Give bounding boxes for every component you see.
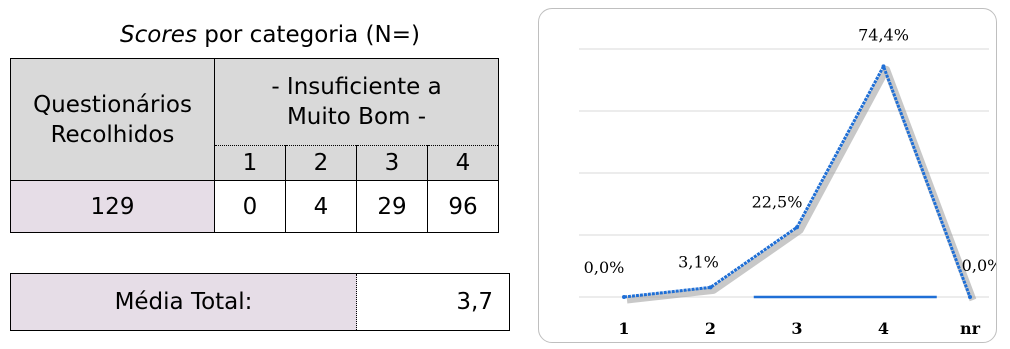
data-label-3: 22,5% <box>752 192 803 211</box>
x-tick-label-1: 1 <box>618 319 629 338</box>
col-header-3: 3 <box>356 145 428 181</box>
count-cell-1: 0 <box>214 180 286 233</box>
caption-italic: Scores <box>120 22 197 48</box>
line-chart: 0,0% 3,1% 22,5% 74,4% 0,0% 1 2 3 4 nr <box>579 25 996 338</box>
count-cell-3: 29 <box>356 180 428 233</box>
media-total-label: Média Total: <box>11 274 357 330</box>
data-point-2 <box>708 285 713 290</box>
media-total-box: Média Total: 3,7 <box>10 273 510 331</box>
scores-table: Questionários Recolhidos - Insuficiente … <box>10 58 499 233</box>
data-label-2: 3,1% <box>678 252 719 271</box>
data-point-4 <box>881 64 886 69</box>
x-tick-label-nr: nr <box>960 319 981 338</box>
data-label-4: 74,4% <box>858 25 909 44</box>
data-point-3 <box>795 225 799 230</box>
row-header-label: Questionários Recolhidos <box>33 91 192 148</box>
group-header-cell: - Insuficiente a Muito Bom - <box>214 58 499 146</box>
caption-rest: por categoria (N=) <box>196 22 420 48</box>
col-header-4: 4 <box>427 145 499 181</box>
group-header-line2: Muito Bom - <box>286 104 427 130</box>
col-header-1: 1 <box>214 145 286 181</box>
x-tick-label-3: 3 <box>791 319 802 338</box>
series-line-shadow <box>626 65 977 304</box>
x-tick-label-2: 2 <box>705 319 716 338</box>
row-header-cell: Questionários Recolhidos <box>10 58 215 181</box>
count-cell-2: 4 <box>285 180 357 233</box>
col-header-2: 2 <box>285 145 357 181</box>
media-total-value: 3,7 <box>456 289 493 315</box>
data-label-nr: 0,0% <box>962 256 996 275</box>
group-header-line1: - Insuficiente a <box>271 74 442 100</box>
series-line <box>623 64 972 299</box>
line-chart-frame: 0,0% 3,1% 22,5% 74,4% 0,0% 1 2 3 4 nr <box>538 8 997 343</box>
data-point-1 <box>622 295 626 299</box>
total-cell: 129 <box>10 180 215 233</box>
data-label-1: 0,0% <box>584 258 625 277</box>
x-tick-label-4: 4 <box>878 319 889 338</box>
count-cell-4: 96 <box>427 180 499 233</box>
data-point-nr <box>968 295 972 299</box>
table-caption: Scores por categoria (N=) <box>60 22 480 48</box>
